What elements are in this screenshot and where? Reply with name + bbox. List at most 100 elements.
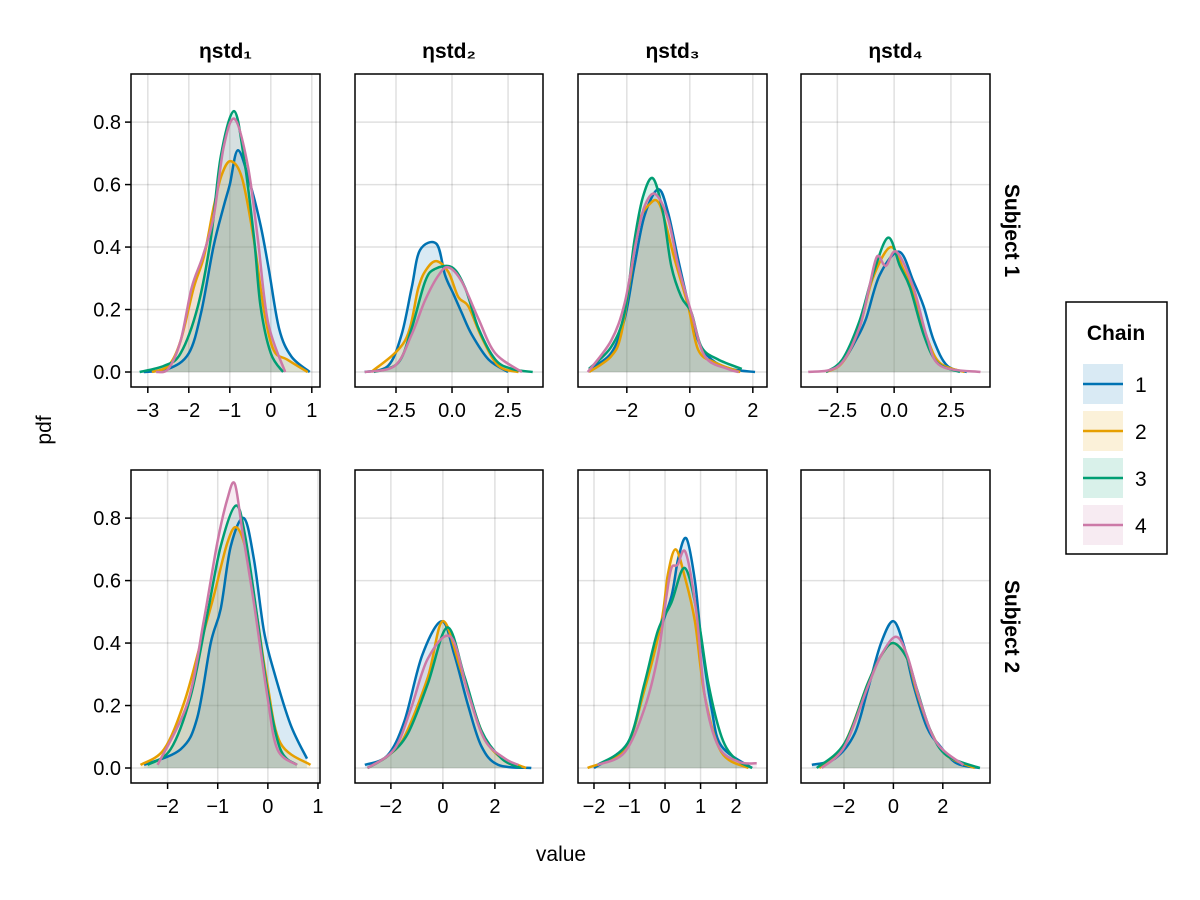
density-fill-chain-1 bbox=[589, 189, 756, 373]
panel-7: −2 −1 0 1 2 bbox=[577, 469, 768, 818]
legend-label: 1 bbox=[1135, 374, 1147, 397]
x-tick-label: 2 bbox=[731, 796, 742, 818]
panel-frame bbox=[800, 73, 991, 388]
panel-frame bbox=[800, 469, 991, 784]
panel-1: −3 −2 −1 0 1 0.0 0.2 0.4 0.6 0.8 ηstd₁ bbox=[93, 40, 321, 422]
panel-frame bbox=[130, 73, 321, 388]
panel-5: −2 −1 0 1 0.0 0.2 0.4 0.6 0.8 bbox=[93, 469, 324, 818]
panel-title: ηstd₂ bbox=[422, 40, 476, 63]
density-line-chain-4 bbox=[156, 481, 298, 766]
density-line-chain-4 bbox=[155, 117, 287, 374]
panels: −3 −2 −1 0 1 0.0 0.2 0.4 0.6 0.8 ηstd₁ −2.5 0.0 2.5 ηs… bbox=[93, 40, 1023, 818]
x-tick-label: 0 bbox=[684, 400, 695, 422]
density-fill-chain-3 bbox=[373, 265, 533, 373]
density-line-chain-4 bbox=[366, 634, 519, 770]
density-fill-chain-4 bbox=[364, 267, 522, 373]
x-tick-label: −3 bbox=[136, 400, 159, 422]
x-tick-label: −2 bbox=[379, 796, 402, 818]
density-fill-chain-4 bbox=[157, 482, 297, 769]
x-tick-label: 0 bbox=[265, 400, 276, 422]
density-line-chain-4 bbox=[820, 635, 965, 769]
panel-title: ηstd₃ bbox=[645, 40, 699, 63]
legend-label: 4 bbox=[1135, 515, 1147, 538]
density-line-chain-4 bbox=[364, 265, 523, 374]
x-tick-label: 1 bbox=[695, 796, 706, 818]
density-fill-chain-2 bbox=[589, 199, 741, 373]
legend-item-chain-2: 2 bbox=[1083, 411, 1147, 451]
y-tick-label: 0.8 bbox=[93, 112, 121, 134]
panel-title: ηstd₄ bbox=[868, 40, 922, 63]
x-tick-label: −2.5 bbox=[818, 400, 857, 422]
density-fill-chain-2 bbox=[151, 161, 308, 373]
legend-box bbox=[1065, 301, 1168, 555]
x-tick-label: −1 bbox=[206, 796, 229, 818]
density-fill-chain-2 bbox=[819, 643, 975, 769]
density-line-chain-4 bbox=[586, 192, 739, 374]
row-label: Subject 1 bbox=[1000, 184, 1023, 278]
panel-8: −2 0 2 bbox=[800, 469, 991, 818]
legend-item-chain-4: 4 bbox=[1083, 505, 1147, 545]
y-tick-label: 0.4 bbox=[93, 237, 121, 259]
x-tick-label: 0 bbox=[659, 796, 670, 818]
panel-2: −2.5 0.0 2.5 ηstd₂ bbox=[354, 40, 544, 422]
x-tick-label: 2 bbox=[489, 796, 500, 818]
x-tick-label: 1 bbox=[306, 400, 317, 422]
density-fill-chain-1 bbox=[143, 150, 310, 373]
density-line-chain-2 bbox=[588, 198, 741, 374]
density-fill-chain-4 bbox=[808, 251, 981, 373]
panel-frame bbox=[354, 73, 544, 388]
x-tick-label: 2 bbox=[937, 796, 948, 818]
density-fill-chain-1 bbox=[144, 517, 307, 769]
x-tick-label: 0 bbox=[262, 796, 273, 818]
y-tick-label: 0.2 bbox=[93, 300, 121, 322]
legend: Chain 1 2 3 4 bbox=[1065, 301, 1168, 555]
x-tick-label: 0 bbox=[888, 796, 899, 818]
legend-items: 1 2 3 4 bbox=[1083, 364, 1147, 545]
density-line-chain-3 bbox=[139, 109, 285, 374]
x-tick-label: 1 bbox=[312, 796, 323, 818]
x-tick-label: 2.5 bbox=[937, 400, 965, 422]
x-tick-label: 2.5 bbox=[494, 400, 522, 422]
density-line-chain-1 bbox=[143, 516, 309, 767]
y-tick-label: 0.2 bbox=[93, 696, 121, 718]
legend-title: Chain bbox=[1087, 322, 1145, 345]
density-fill-chain-3 bbox=[825, 237, 961, 373]
legend-label: 3 bbox=[1135, 468, 1147, 491]
panel-6: −2 0 2 bbox=[354, 469, 544, 818]
y-axis-label: pdf bbox=[33, 415, 56, 444]
density-fill-chain-4 bbox=[597, 550, 757, 769]
x-tick-label: −2 bbox=[177, 400, 200, 422]
x-tick-label: −1 bbox=[618, 796, 641, 818]
density-fill-chain-3 bbox=[147, 505, 297, 769]
x-tick-label: −2 bbox=[583, 796, 606, 818]
panel-frame bbox=[577, 469, 768, 784]
x-axis-label: value bbox=[536, 843, 586, 866]
y-tick-label: 0.0 bbox=[93, 758, 121, 780]
density-fill-chain-1 bbox=[593, 537, 753, 769]
density-fill-chain-3 bbox=[367, 627, 521, 769]
density-fill-chain-3 bbox=[816, 643, 980, 769]
x-tick-label: −2 bbox=[615, 400, 638, 422]
x-tick-label: −2.5 bbox=[376, 400, 415, 422]
y-tick-label: 0.8 bbox=[93, 508, 121, 530]
panel-frame bbox=[354, 469, 544, 784]
density-line-chain-4 bbox=[808, 250, 981, 374]
x-tick-label: 0 bbox=[437, 796, 448, 818]
x-tick-label: −2 bbox=[156, 796, 179, 818]
panel-3: −2 0 2 ηstd₃ bbox=[577, 40, 768, 422]
density-line-chain-1 bbox=[364, 240, 509, 374]
panel-4: −2.5 0.0 2.5 ηstd₄ bbox=[800, 40, 991, 422]
x-tick-label: −1 bbox=[218, 400, 241, 422]
density-fill-chain-4 bbox=[587, 193, 739, 373]
panel-title: ηstd₁ bbox=[199, 40, 252, 63]
legend-item-chain-3: 3 bbox=[1083, 458, 1147, 498]
density-line-chain-1 bbox=[143, 148, 311, 374]
y-tick-label: 0.4 bbox=[93, 633, 121, 655]
density-fill-chain-1 bbox=[811, 621, 980, 769]
density-fill-chain-4 bbox=[821, 636, 964, 769]
density-line-chain-3 bbox=[596, 566, 753, 770]
legend-item-chain-1: 1 bbox=[1083, 364, 1147, 404]
density-line-chain-4 bbox=[597, 549, 757, 767]
panel-frame bbox=[577, 73, 768, 388]
